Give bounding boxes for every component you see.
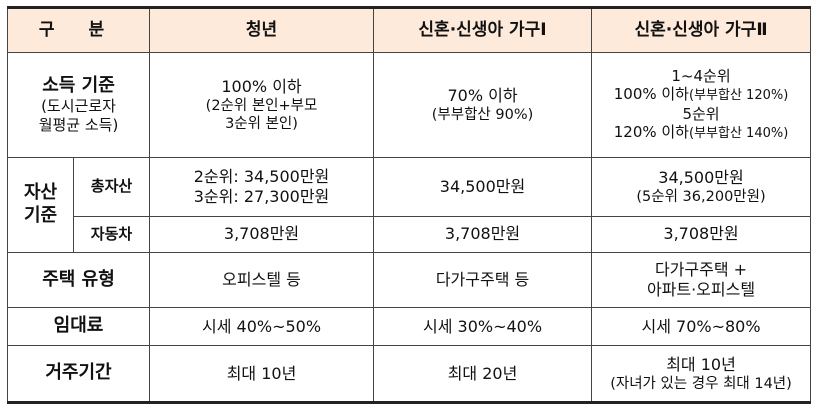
period-g1: 최대 20년	[373, 345, 593, 403]
period-label: 거주기간	[6, 345, 151, 403]
income-g2-line1: 1~4순위	[671, 66, 731, 85]
asset-total-g1: 34,500만원	[373, 156, 593, 217]
asset-total-youth-line2: 3순위: 27,300만원	[193, 186, 330, 206]
income-g2-line2: 100% 이하	[613, 85, 689, 104]
housing-g2-cell: 다가구주택 + 아파트·오피스텔	[591, 252, 812, 308]
income-g2-cell: 1~4순위 100% 이하(부부합산 120%) 5순위 120% 이하(부부합…	[591, 51, 812, 158]
income-youth-line2: (2순위 본인+부모	[205, 97, 318, 114]
asset-label-cell: 자산 기준	[7, 156, 74, 254]
income-row: 소득 기준 (도시근로자 월평균 소득) 100% 이하 (2순위 본인+부모 …	[6, 51, 812, 158]
housing-g2-line2: 아파트·오피스텔	[646, 279, 756, 299]
income-label-cell: 소득 기준 (도시근로자 월평균 소득)	[6, 51, 151, 158]
asset-car-label: 자동차	[72, 215, 151, 254]
period-youth: 최대 10년	[149, 345, 375, 403]
income-label: 소득 기준	[42, 74, 115, 96]
asset-car-g1: 3,708만원	[373, 215, 593, 254]
housing-g1: 다가구주택 등	[373, 252, 593, 308]
asset-car-row: 자동차 3,708만원 3,708만원 3,708만원	[8, 215, 812, 254]
asset-total-g2-line2: (5순위 36,200만원)	[636, 188, 766, 205]
rent-row: 임대료 시세 40%~50% 시세 30%~40% 시세 70%~80%	[6, 306, 812, 347]
income-youth-line3: 3순위 본인)	[225, 115, 298, 132]
income-g2-line3: 5순위	[682, 104, 720, 123]
rental-criteria-table: 구 분 청년 신혼·신생아 가구Ⅰ 신혼·신생아 가구Ⅱ 소득 기준 (도시근로…	[6, 6, 812, 404]
period-g2-line2: (자녀가 있는 경우 최대 14년)	[610, 375, 792, 392]
rent-g1: 시세 30%~40%	[373, 306, 593, 347]
income-g2-line2-note: (부부합산 120%)	[689, 88, 789, 104]
header-youth: 청년	[149, 7, 375, 53]
header-category: 구 분	[6, 7, 151, 53]
rent-youth: 시세 40%~50%	[149, 306, 375, 347]
asset-total-g2-line1: 34,500만원	[658, 167, 744, 187]
asset-total-youth-cell: 2순위: 34,500만원 3순위: 27,300만원	[149, 156, 375, 217]
income-youth-line1: 100% 이하	[221, 76, 302, 96]
period-g2-cell: 최대 10년 (자녀가 있는 경우 최대 14년)	[591, 345, 812, 403]
header-newlywed-2: 신혼·신생아 가구Ⅱ	[591, 7, 812, 53]
asset-car-youth: 3,708만원	[149, 215, 375, 254]
income-g2-line4: 120% 이하	[613, 123, 689, 142]
asset-total-youth-line1: 2순위: 34,500만원	[193, 166, 330, 186]
period-row: 거주기간 최대 10년 최대 20년 최대 10년 (자녀가 있는 경우 최대 …	[6, 345, 812, 403]
period-g2-line1: 최대 10년	[666, 354, 736, 374]
housing-youth: 오피스텔 등	[149, 252, 375, 308]
asset-label-line1: 자산	[23, 182, 58, 204]
income-label-sub2: 월평균 소득)	[38, 115, 119, 134]
rent-label: 임대료	[6, 306, 151, 347]
header-newlywed-1: 신혼·신생아 가구Ⅰ	[373, 7, 593, 53]
comparison-table-container: 구 분 청년 신혼·신생아 가구Ⅰ 신혼·신생아 가구Ⅱ 소득 기준 (도시근로…	[6, 6, 812, 404]
income-g1-cell: 70% 이하 (부부합산 90%)	[373, 51, 593, 158]
table-header-row: 구 분 청년 신혼·신생아 가구Ⅰ 신혼·신생아 가구Ⅱ	[6, 7, 812, 53]
housing-row: 주택 유형 오피스텔 등 다가구주택 등 다가구주택 + 아파트·오피스텔	[6, 252, 812, 308]
asset-total-label: 총자산	[72, 156, 151, 217]
rent-g2: 시세 70%~80%	[591, 306, 812, 347]
asset-car-g2: 3,708만원	[591, 215, 812, 254]
asset-total-row: 자산 기준 총자산 2순위: 34,500만원 3순위: 27,300만원 34…	[7, 156, 812, 254]
income-g2-line4-note: (부부합산 140%)	[689, 126, 789, 142]
asset-label-line2: 기준	[23, 204, 58, 226]
income-g1-line2: (부부합산 90%)	[431, 106, 534, 123]
asset-total-g2-cell: 34,500만원 (5순위 36,200만원)	[591, 156, 812, 217]
housing-label: 주택 유형	[6, 252, 151, 308]
income-youth-cell: 100% 이하 (2순위 본인+부모 3순위 본인)	[149, 51, 375, 158]
housing-g2-line1: 다가구주택 +	[654, 259, 748, 279]
income-label-sub1: (도시근로자	[41, 97, 116, 116]
income-g1-line1: 70% 이하	[447, 85, 518, 105]
